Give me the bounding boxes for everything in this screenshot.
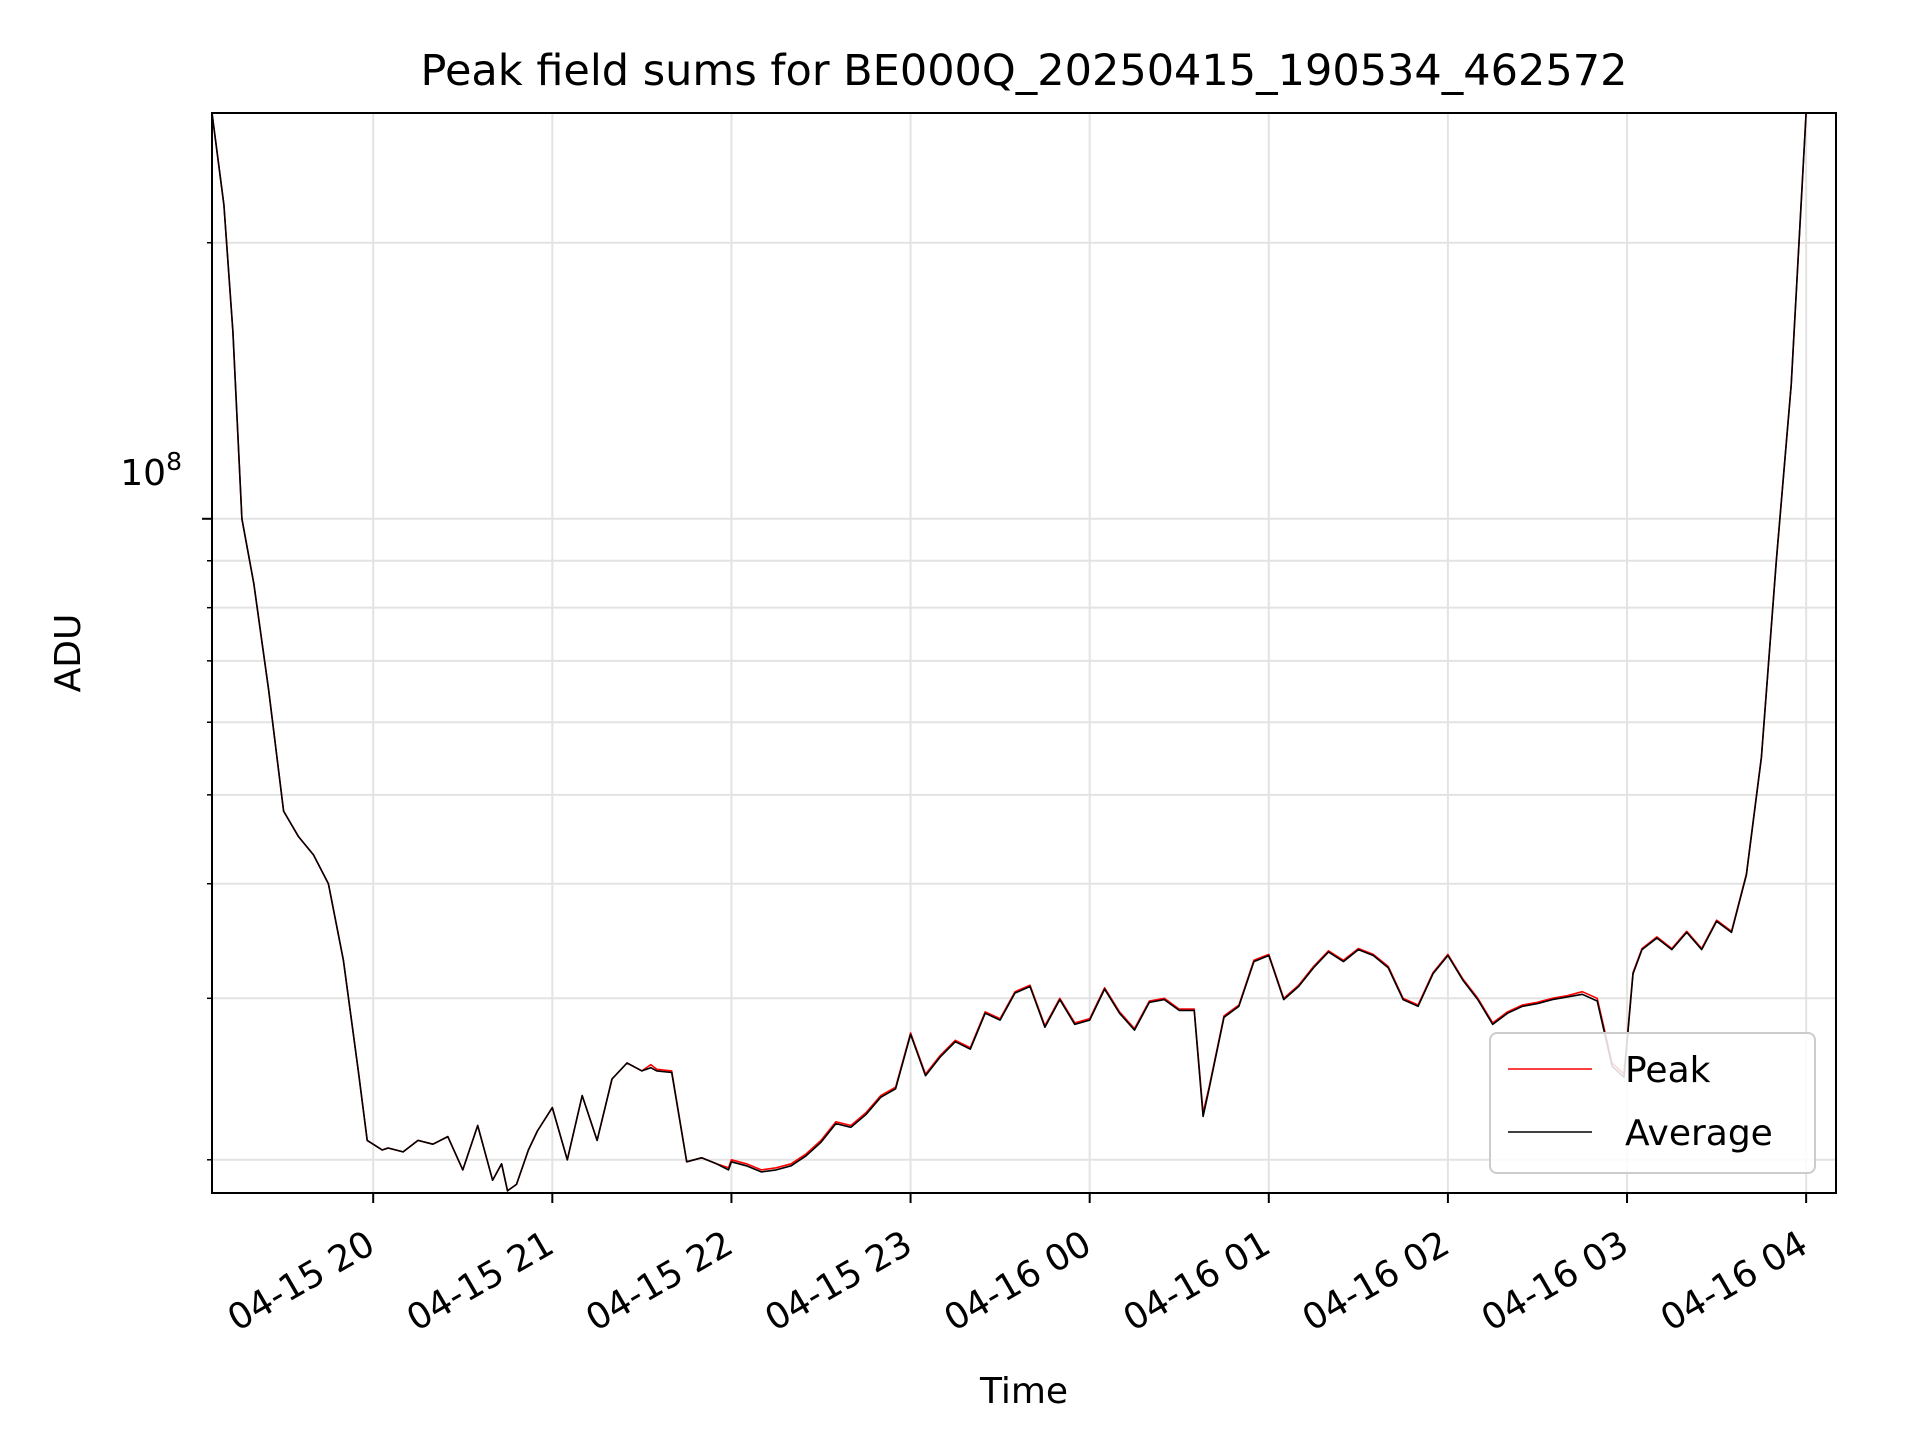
legend-label-peak: Peak bbox=[1625, 1050, 1711, 1091]
chart-title: Peak field sums for BE000Q_20250415_1905… bbox=[421, 46, 1628, 96]
y-major-tick-base: 10 bbox=[120, 453, 166, 494]
series-line-average bbox=[212, 113, 1816, 1192]
x-axis-label: Time bbox=[979, 1371, 1068, 1412]
grid bbox=[212, 113, 1836, 1193]
series-layer bbox=[212, 113, 1816, 1192]
y-axis-ticks bbox=[202, 241, 212, 1161]
legend: Peak Average bbox=[1489, 1032, 1816, 1174]
legend-box bbox=[1489, 1032, 1816, 1174]
plot-frame bbox=[211, 112, 1837, 1194]
legend-label-average: Average bbox=[1625, 1113, 1773, 1154]
y-major-tick-label: 108 bbox=[120, 447, 182, 494]
y-axis-label: ADU bbox=[48, 614, 89, 693]
y-major-tick-exponent: 8 bbox=[166, 447, 182, 476]
